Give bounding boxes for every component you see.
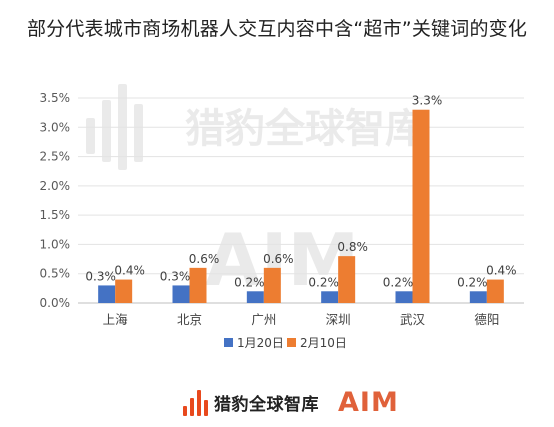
data-label: 3.3% xyxy=(412,94,443,108)
bars: 0.3%0.4% 0.3%0.6%0.2%0.6%0.2%0.8%0.2%3.3%… xyxy=(85,94,517,303)
x-tick-label: 武汉 xyxy=(400,312,426,327)
watermark-logo: AIM xyxy=(205,218,359,302)
data-label: 0.4% xyxy=(114,264,145,278)
data-label: 0.2% xyxy=(234,275,265,289)
bar xyxy=(246,291,264,303)
x-tick-label: 上海 xyxy=(103,312,129,327)
watermark-text: 猎豹全球智库 xyxy=(185,106,425,152)
data-label: 0.8% xyxy=(337,240,368,254)
bar-chart: 猎豹全球智库 AIM 0.0% 0.5% 1.0% 1.5% 2.0% 2.5% 3.0% 3… xyxy=(40,84,524,350)
aim-logo-text: AIM xyxy=(338,387,399,416)
legend-swatch xyxy=(287,338,296,347)
x-axis: 上海 北京 广州 深圳 武汉 德阳 xyxy=(103,312,500,327)
bar xyxy=(321,291,339,303)
bar xyxy=(412,109,430,303)
data-label: 0.2% xyxy=(457,275,488,289)
legend-label: 2月10日 xyxy=(300,336,347,350)
y-tick-label: 3.0% xyxy=(40,120,71,134)
legend: 1月20日 2月10日 xyxy=(224,336,347,350)
data-label: 0.3% xyxy=(160,269,191,283)
x-tick-label: 深圳 xyxy=(326,312,351,327)
data-label: 0.2% xyxy=(383,275,414,289)
legend-label: 1月20日 xyxy=(237,336,284,350)
y-axis: 0.0% 0.5% 1.0% 1.5% 2.0% 2.5% 3.0% 3.5% xyxy=(40,91,71,310)
y-tick-label: 1.0% xyxy=(40,237,71,251)
bar xyxy=(486,279,504,303)
data-label: 0.6% xyxy=(263,252,294,266)
data-label: 0.6% xyxy=(189,252,220,266)
bar xyxy=(263,267,281,303)
brand-bars-icon xyxy=(183,388,208,416)
brand-name: 猎豹全球智库 xyxy=(214,394,319,415)
y-tick-label: 3.5% xyxy=(40,91,71,105)
y-tick-label: 2.0% xyxy=(40,179,71,193)
bar xyxy=(338,256,356,303)
y-tick-label: 1.5% xyxy=(40,208,71,222)
x-tick-label: 德阳 xyxy=(474,312,499,327)
legend-swatch xyxy=(224,338,233,347)
bar xyxy=(115,279,133,303)
bar xyxy=(189,267,207,303)
y-tick-label: 2.5% xyxy=(40,150,71,164)
data-label: 0.2% xyxy=(308,275,339,289)
brand: 猎豹全球智库 xyxy=(183,386,319,418)
bar xyxy=(172,285,190,303)
bar xyxy=(469,291,487,303)
footer: 猎豹全球智库 AIM xyxy=(0,380,554,420)
data-label: 0.4% xyxy=(486,264,517,278)
aim-logo: AIM xyxy=(338,387,399,416)
chart-title: 部分代表城市商场机器人交互内容中含“超市”关键词的变化 xyxy=(26,18,528,40)
bar xyxy=(98,285,116,303)
data-label: 0.3% xyxy=(85,269,116,283)
y-tick-label: 0.0% xyxy=(40,296,71,310)
x-tick-label: 广州 xyxy=(251,312,276,327)
gridlines xyxy=(78,97,524,304)
bar xyxy=(395,291,413,303)
x-tick-label: 北京 xyxy=(177,312,202,327)
y-tick-label: 0.5% xyxy=(40,267,71,281)
